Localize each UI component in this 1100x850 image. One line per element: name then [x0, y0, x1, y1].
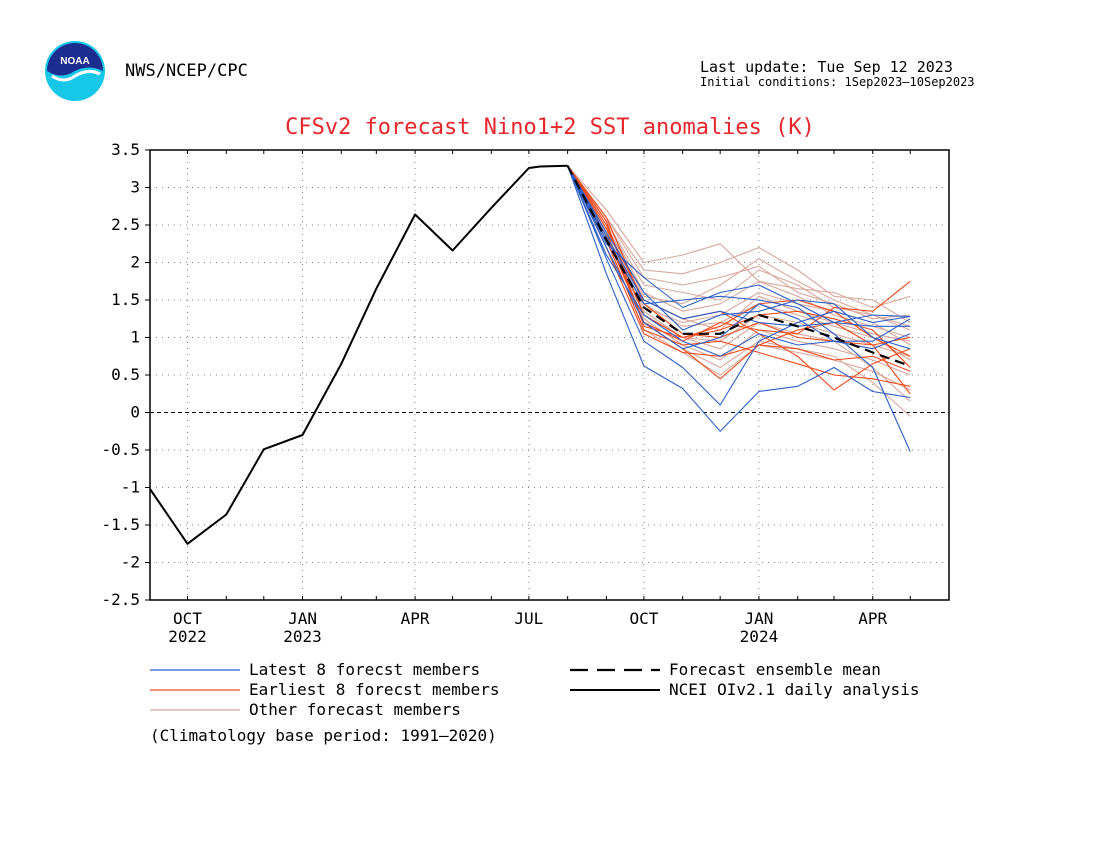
- ensemble-mean-line: [566, 165, 911, 368]
- other-member-line: [567, 165, 911, 417]
- legend-mean-label: Forecast ensemble mean: [669, 660, 881, 679]
- y-tick-label: 2: [130, 253, 140, 272]
- y-tick-label: 3: [130, 178, 140, 197]
- last-update-text: Last update: Tue Sep 12 2023: [700, 58, 953, 76]
- plot-frame: [149, 149, 950, 601]
- y-tick-label: -2.5: [101, 590, 140, 609]
- earliest-member-line: [567, 165, 911, 342]
- latest-member-line: [567, 165, 911, 406]
- y-tick-label: -0.5: [101, 440, 140, 459]
- initial-conditions-text: Initial conditions: 1Sep2023–10Sep2023: [700, 75, 975, 89]
- y-tick-label: 3.5: [111, 140, 140, 159]
- observed-layer: [149, 164, 568, 545]
- y-tick-label: 0.5: [111, 365, 140, 384]
- y-tick-label: 1.5: [111, 290, 140, 309]
- noaa-logo: NOAA: [45, 41, 105, 101]
- grid-layer: [150, 150, 949, 600]
- y-tick-label: 2.5: [111, 215, 140, 234]
- legend-observed-label: NCEI OIv2.1 daily analysis: [669, 680, 919, 699]
- other-member-line: [567, 165, 911, 320]
- earliest-member-line: [567, 165, 911, 391]
- x-tick-year: 2023: [283, 627, 322, 646]
- logo-text: NOAA: [60, 56, 89, 67]
- latest-member-line: [567, 165, 911, 452]
- other-member-line: [567, 165, 911, 309]
- y-tick-label: -1.5: [101, 515, 140, 534]
- latest-member-line: [567, 165, 911, 432]
- x-tick-label: JAN: [288, 609, 317, 628]
- legend-latest-label: Latest 8 forecst members: [249, 660, 480, 679]
- earliest-member-line: [567, 165, 911, 395]
- other-members-layer: [567, 165, 911, 417]
- y-axis: 3.5 3 2.5 2 1.5 1 0.5 0 -0.5 -1 -1.5 -2 -2.5: [101, 140, 150, 609]
- x-tick-label: OCT: [629, 609, 658, 628]
- latest-members-layer: [567, 165, 911, 452]
- other-member-line: [567, 165, 911, 323]
- climatology-note: (Climatology base period: 1991–2020): [150, 726, 497, 745]
- x-tick-label: APR: [401, 609, 430, 628]
- x-tick-year: 2024: [740, 627, 779, 646]
- latest-member-line: [567, 165, 911, 327]
- y-tick-label: 1: [130, 328, 140, 347]
- organization-label: NWS/NCEP/CPC: [125, 61, 248, 81]
- x-tick-year: 2022: [168, 627, 207, 646]
- latest-member-line: [567, 165, 911, 350]
- legend-earliest-label: Earliest 8 forecst members: [249, 680, 499, 699]
- y-tick-label: -1: [121, 478, 140, 497]
- earliest-member-line: [567, 165, 911, 372]
- x-tick-label: JUL: [514, 609, 543, 628]
- y-tick-label: -2: [121, 553, 140, 572]
- observed-analysis-line: [149, 164, 568, 545]
- x-tick-label: JAN: [744, 609, 773, 628]
- x-tick-label: APR: [858, 609, 887, 628]
- other-member-line: [567, 165, 911, 402]
- ensemble-mean-layer: [566, 165, 911, 368]
- earliest-members-layer: [567, 165, 911, 395]
- x-tick-label: OCT: [173, 609, 202, 628]
- y-tick-label: 0: [130, 403, 140, 422]
- chart-title: CFSv2 forecast Nino1+2 SST anomalies (K): [285, 115, 815, 140]
- legend-other-label: Other forecast members: [249, 700, 461, 719]
- latest-member-line: [567, 165, 911, 324]
